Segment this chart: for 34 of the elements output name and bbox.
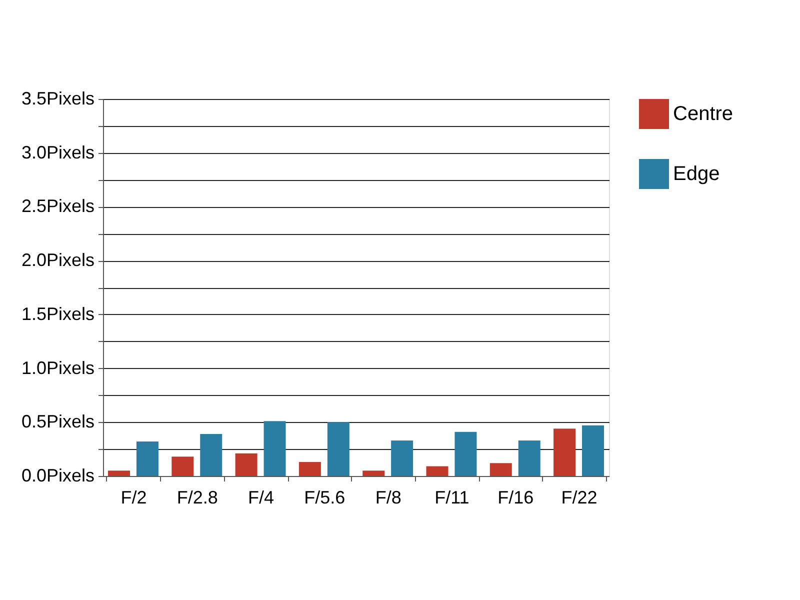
y-tick-label: 1.5Pixels xyxy=(21,304,94,324)
bar xyxy=(362,470,385,476)
bar xyxy=(264,421,286,476)
y-tick-label: 3.0Pixels xyxy=(21,142,94,162)
bar xyxy=(582,425,604,476)
x-tick-label: F/2 xyxy=(120,488,147,508)
legend-label: Edge xyxy=(673,163,720,185)
bar xyxy=(108,470,130,476)
bar xyxy=(490,463,512,476)
bar xyxy=(518,440,540,476)
y-tick-label: 2.5Pixels xyxy=(21,196,94,216)
y-tick-label: 2.0Pixels xyxy=(21,250,94,270)
x-tick-label: F/5.6 xyxy=(304,488,346,508)
y-tick-label: 0.0Pixels xyxy=(21,466,94,486)
bar xyxy=(235,453,258,476)
y-tick-label: 1.0Pixels xyxy=(21,358,94,378)
bar xyxy=(327,422,350,476)
bar xyxy=(200,434,222,476)
bar xyxy=(391,440,414,476)
legend-label: Centre xyxy=(673,103,734,125)
x-tick-label: F/2.8 xyxy=(176,488,218,508)
y-tick-label: 3.5Pixels xyxy=(21,88,94,108)
bar xyxy=(554,428,576,476)
x-tick-label: F/8 xyxy=(375,488,402,508)
bar xyxy=(426,466,448,476)
x-tick-label: F/22 xyxy=(561,488,598,508)
x-tick-label: F/16 xyxy=(498,488,534,508)
bar xyxy=(454,432,477,476)
bar xyxy=(298,462,321,476)
y-tick-label: 0.5Pixels xyxy=(21,412,94,432)
bar xyxy=(172,456,194,476)
bar xyxy=(136,442,158,476)
x-tick-label: F/4 xyxy=(248,488,274,508)
x-tick-label: F/11 xyxy=(434,488,470,508)
